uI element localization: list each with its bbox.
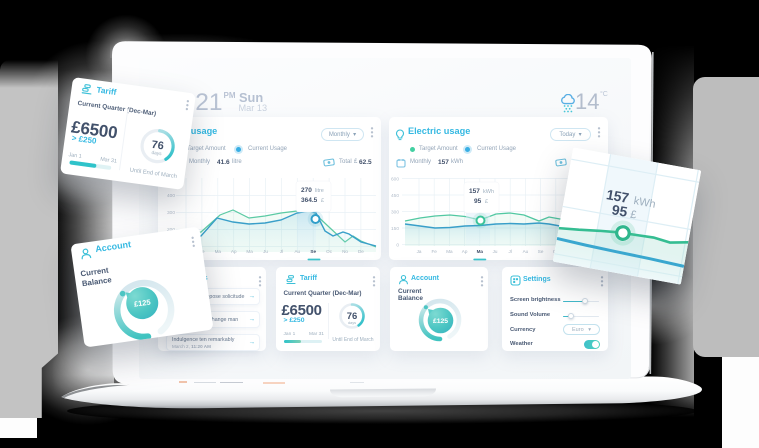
svg-text:De: De [358,249,364,254]
svg-text:Au: Au [523,249,529,254]
svg-text:Ap: Ap [462,249,468,254]
svg-text:600: 600 [391,177,399,183]
svg-text:£: £ [321,198,324,204]
svg-text:£: £ [629,208,637,221]
svg-text:Ap: Ap [231,249,237,254]
svg-text:157: 157 [469,188,480,195]
svg-text:No: No [342,249,348,254]
svg-text:95: 95 [610,201,628,220]
svg-text:76: 76 [347,311,358,322]
svg-text:Ma: Ma [215,249,222,254]
svg-text:Ja: Ja [417,249,422,254]
svg-text:Oc: Oc [326,249,333,254]
svg-text:Jl: Jl [280,249,283,254]
svg-text:364.5: 364.5 [301,197,318,204]
svg-text:450: 450 [391,193,399,199]
svg-text:Ma: Ma [246,249,253,254]
svg-text:95: 95 [474,198,482,205]
svg-text:Ju: Ju [493,249,498,254]
svg-text:0: 0 [396,243,399,249]
svg-text:270: 270 [301,187,312,194]
svg-text:Se: Se [310,249,316,254]
svg-text:76: 76 [150,139,164,153]
svg-text:£125: £125 [433,318,448,325]
svg-text:£: £ [485,199,488,205]
svg-text:litre: litre [315,188,324,194]
svg-text:Ma: Ma [446,249,453,254]
svg-text:Au: Au [294,249,300,254]
svg-text:Ma: Ma [477,249,484,254]
svg-text:Se: Se [538,249,544,254]
svg-text:400: 400 [167,193,175,199]
svg-text:150: 150 [391,226,399,232]
svg-text:300: 300 [391,210,399,216]
svg-text:Jl: Jl [509,249,512,254]
svg-text:Ju: Ju [263,249,268,254]
svg-text:days: days [150,150,161,157]
svg-text:Fe: Fe [432,249,438,254]
svg-text:days: days [348,319,356,324]
svg-text:157: 157 [605,186,630,206]
svg-text:300: 300 [167,210,175,216]
svg-text:£125: £125 [133,298,151,309]
svg-text:kWh: kWh [632,195,656,211]
svg-text:kWh: kWh [483,189,494,195]
